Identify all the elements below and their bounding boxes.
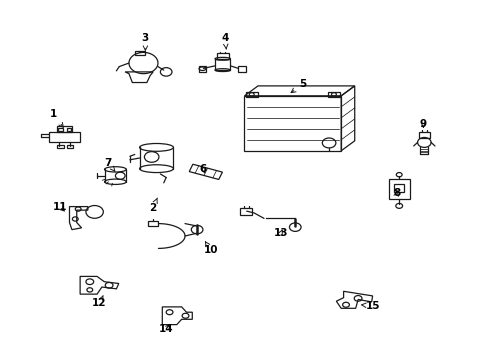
Bar [57, 126, 72, 132]
Bar [217, 53, 228, 59]
Bar [66, 128, 71, 131]
Bar [147, 221, 158, 226]
Text: 12: 12 [92, 296, 106, 309]
Text: 3: 3 [142, 33, 149, 50]
Text: 9: 9 [419, 119, 426, 129]
Bar [239, 208, 251, 215]
Bar [388, 179, 409, 199]
Bar [238, 66, 245, 72]
Bar [198, 66, 206, 72]
Bar [244, 96, 341, 151]
Text: 4: 4 [221, 33, 228, 49]
Text: 1: 1 [50, 109, 63, 127]
Text: 2: 2 [149, 198, 157, 213]
Bar [58, 128, 62, 131]
Bar [393, 184, 403, 192]
Ellipse shape [104, 179, 126, 184]
Bar [215, 59, 230, 70]
Bar [57, 145, 63, 148]
Text: 8: 8 [392, 189, 400, 198]
Text: 11: 11 [53, 202, 67, 212]
Bar [418, 132, 429, 138]
Bar [327, 92, 339, 96]
Text: 5: 5 [290, 79, 305, 93]
Text: 7: 7 [104, 158, 115, 171]
Text: 6: 6 [200, 165, 206, 174]
Text: 15: 15 [361, 301, 379, 311]
Bar [49, 132, 80, 142]
Bar [245, 92, 257, 96]
Text: 10: 10 [203, 242, 218, 255]
Text: 14: 14 [159, 324, 173, 334]
Bar [135, 51, 145, 55]
Text: 13: 13 [273, 228, 287, 238]
Bar [66, 145, 73, 148]
Ellipse shape [139, 165, 173, 172]
